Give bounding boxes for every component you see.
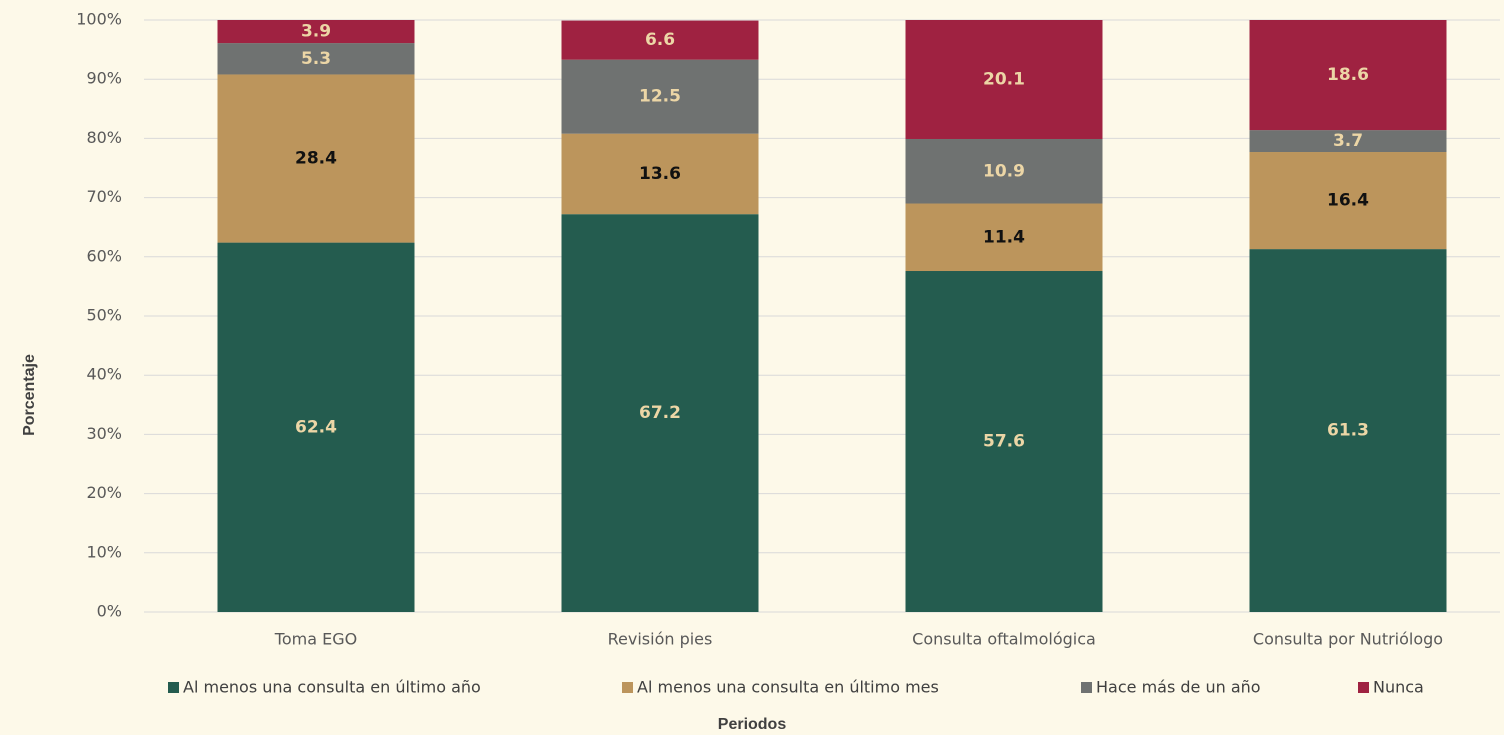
y-tick-label: 100% bbox=[76, 10, 122, 29]
data-label: 10.9 bbox=[983, 161, 1025, 181]
data-label: 12.5 bbox=[639, 87, 681, 107]
y-tick-label: 40% bbox=[86, 365, 122, 384]
y-tick-label: 30% bbox=[86, 424, 122, 443]
x-tick-label: Consulta oftalmológica bbox=[912, 630, 1096, 649]
y-tick-label: 20% bbox=[86, 483, 122, 502]
data-label: 61.3 bbox=[1327, 421, 1369, 441]
bar-segment bbox=[561, 59, 759, 134]
bar-segment bbox=[905, 20, 1103, 139]
y-tick-label: 60% bbox=[86, 246, 122, 265]
y-tick-label: 90% bbox=[86, 69, 122, 88]
legend-label: Al menos una consulta en último mes bbox=[637, 678, 939, 697]
bar-segment bbox=[905, 138, 1103, 204]
data-label: 6.6 bbox=[645, 30, 675, 50]
bar-segment bbox=[561, 20, 759, 60]
legend-swatch bbox=[622, 682, 633, 693]
bar-segment bbox=[561, 214, 759, 612]
data-label: 28.4 bbox=[295, 149, 337, 169]
legend-swatch bbox=[1081, 682, 1092, 693]
legend-label: Hace más de un año bbox=[1096, 678, 1261, 697]
data-label: 3.7 bbox=[1333, 131, 1363, 151]
data-label: 11.4 bbox=[983, 227, 1025, 247]
data-label: 57.6 bbox=[983, 432, 1025, 452]
data-label: 5.3 bbox=[301, 49, 331, 69]
y-tick-label: 50% bbox=[86, 306, 122, 325]
y-axis-title: Porcentaje bbox=[21, 354, 38, 436]
legend-label: Al menos una consulta en último año bbox=[183, 678, 481, 697]
x-tick-label: Revisión pies bbox=[608, 630, 713, 649]
x-tick-label: Consulta por Nutriólogo bbox=[1253, 630, 1443, 649]
bar-segment bbox=[1249, 152, 1447, 250]
data-label: 67.2 bbox=[639, 403, 681, 423]
bar-segment bbox=[561, 133, 759, 215]
y-tick-label: 10% bbox=[86, 542, 122, 561]
legend-swatch bbox=[168, 682, 179, 693]
bar-segment bbox=[1249, 249, 1447, 612]
data-label: 3.9 bbox=[301, 22, 331, 42]
data-label: 62.4 bbox=[295, 417, 337, 437]
y-tick-label: 0% bbox=[97, 602, 122, 621]
legend-swatch bbox=[1358, 682, 1369, 693]
y-tick-label: 80% bbox=[86, 128, 122, 147]
bar-segment bbox=[217, 43, 415, 75]
bar-segment bbox=[217, 74, 415, 243]
data-label: 16.4 bbox=[1327, 191, 1369, 211]
x-axis-title: Periodos bbox=[718, 716, 787, 733]
legend-label: Nunca bbox=[1373, 678, 1424, 697]
y-tick-label: 70% bbox=[86, 187, 122, 206]
bar-segment bbox=[905, 203, 1103, 272]
bar-segment bbox=[905, 271, 1103, 612]
bar-segment bbox=[1249, 20, 1447, 131]
data-label: 13.6 bbox=[639, 164, 681, 184]
bar-segment bbox=[217, 20, 415, 44]
bar-segment bbox=[217, 242, 415, 613]
data-label: 18.6 bbox=[1327, 65, 1369, 85]
x-tick-label: Toma EGO bbox=[274, 630, 357, 649]
bar-segment bbox=[1249, 130, 1447, 153]
data-label: 20.1 bbox=[983, 69, 1025, 89]
